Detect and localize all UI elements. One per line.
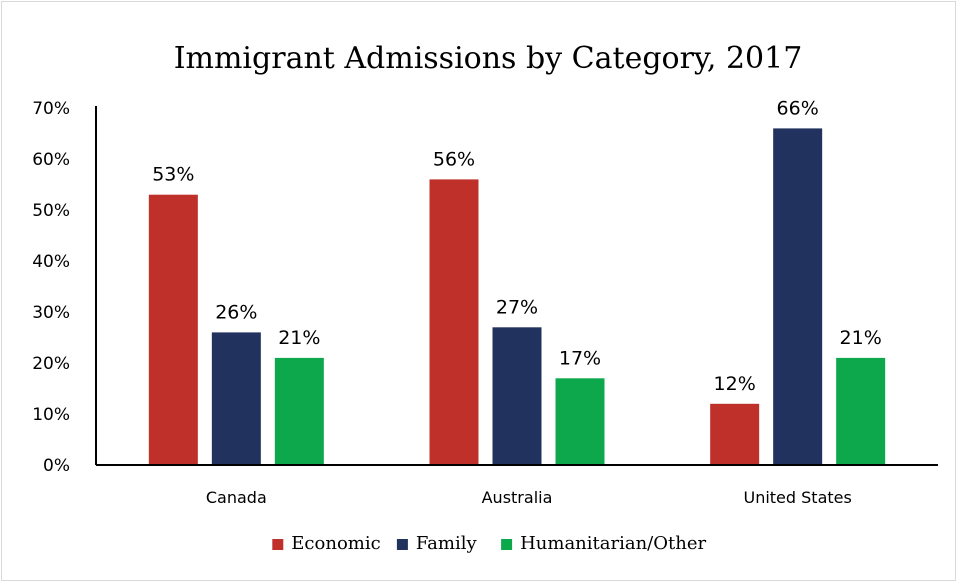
chart-title: Immigrant Admissions by Category, 2017 [174,41,803,76]
data-label: 66% [777,97,819,119]
data-label: 21% [278,327,320,349]
data-label: 17% [559,347,601,369]
legend-swatch [396,539,408,550]
data-labels: 53% 26% 21% 56% 27% 17% 12% 66% 21% [152,97,882,394]
legend-label: Economic [291,533,380,554]
bars [148,128,886,465]
bar-economic-united-states [710,403,760,465]
data-label: 56% [433,148,475,170]
data-label: 26% [215,301,257,323]
data-label: 27% [496,296,538,318]
data-label: 53% [152,164,194,186]
y-tick-label: 70% [32,99,70,119]
legend-swatch [272,539,284,550]
legend-swatch [501,539,513,550]
y-tick-label: 30% [32,303,70,323]
x-category-label: Canada [206,488,267,507]
data-label: 21% [840,327,882,349]
y-tick-label: 40% [32,252,70,272]
x-category-label: Australia [482,488,553,507]
bar-humanitarian-other-australia [555,378,605,465]
legend-label: Family [416,533,478,554]
bar-humanitarian-other-united-states [836,357,886,465]
y-tick-label: 10% [32,405,70,425]
y-axis-ticks: 0% 10% 20% 30% 40% 50% 60% 70% [32,99,70,476]
legend-label: Humanitarian/Other [520,533,706,554]
y-tick-label: 60% [32,150,70,170]
x-axis-labels: Canada Australia United States [206,488,852,507]
bar-family-australia [492,327,542,465]
legend: Economic Family Humanitarian/Other [272,533,706,554]
y-tick-label: 20% [32,354,70,374]
y-tick-label: 50% [32,201,70,221]
x-category-label: United States [743,488,851,507]
bar-economic-canada [148,194,198,465]
bar-economic-australia [429,179,479,465]
bar-humanitarian-other-canada [274,357,324,465]
bar-family-canada [211,332,261,465]
y-tick-label: 0% [43,456,70,476]
data-label: 12% [714,373,756,395]
bar-family-united-states [773,128,823,465]
